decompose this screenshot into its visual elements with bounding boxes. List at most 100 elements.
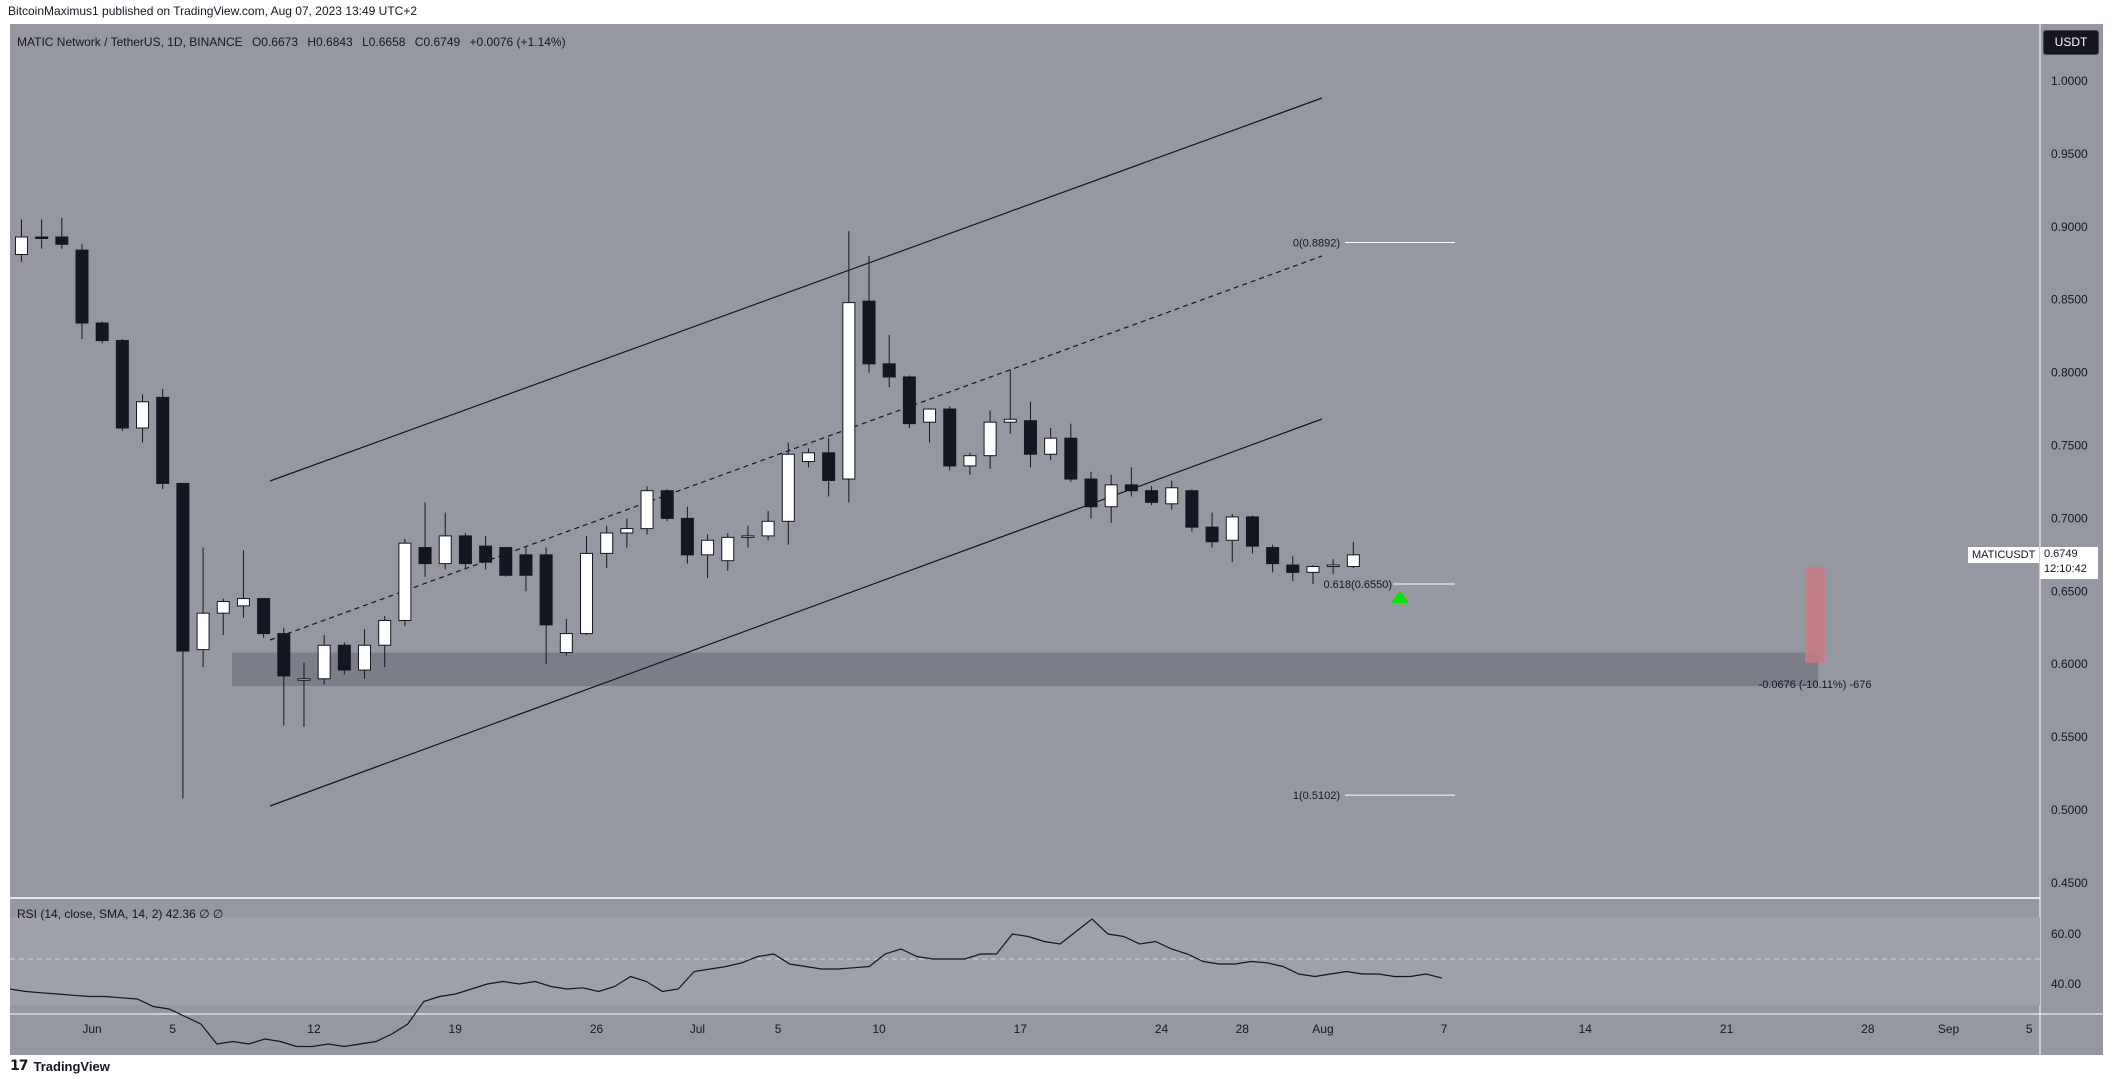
rsi-tick-label: 40.00 xyxy=(2051,977,2081,991)
publisher-bar: BitcoinMaximus1 published on TradingView… xyxy=(0,0,2114,22)
candle-body xyxy=(862,300,876,365)
time-tick-label: 17 xyxy=(1014,1022,1028,1036)
chart-frame xyxy=(10,24,2103,1055)
time-tick-label: Aug xyxy=(1312,1022,1333,1036)
rsi-label: RSI (14, close, SMA, 14, 2) xyxy=(17,907,163,921)
candle-body xyxy=(35,236,49,240)
time-tick-label: 5 xyxy=(2026,1022,2033,1036)
time-tick-label: Jul xyxy=(690,1022,705,1036)
channel-upper-line xyxy=(269,97,1323,482)
candle-body xyxy=(257,598,271,635)
chart-canvas[interactable]: 1.0000 0.9500 0.9000 0.8500 0.8000 0.7500 0.70… xyxy=(10,24,2103,1055)
candle xyxy=(1266,544,1280,573)
candle xyxy=(257,598,271,638)
annotations: 0(0.8892) 0.618(0.6550) 1(0.5102) -0.0676 (… xyxy=(1293,238,1872,803)
ticker-tag: MATICUSDT xyxy=(1968,547,2040,563)
candle-body xyxy=(1185,490,1199,528)
candle-body xyxy=(337,644,351,671)
candle xyxy=(741,525,755,548)
candle xyxy=(297,662,311,727)
candle xyxy=(1023,401,1037,468)
candle-body xyxy=(317,644,331,680)
candle xyxy=(1145,486,1159,506)
candle xyxy=(1104,474,1118,523)
candle-body xyxy=(801,452,815,463)
candle-body xyxy=(1225,516,1239,541)
candle xyxy=(559,619,573,656)
rsi-extra-2: ∅ xyxy=(212,907,224,921)
target-label: -0.0676 (-10.11%) -676 xyxy=(1759,679,1872,691)
price-tick-label: 0.4500 xyxy=(2051,876,2088,890)
candle xyxy=(176,482,190,799)
support-zone xyxy=(232,652,1818,687)
candle xyxy=(721,532,735,571)
footer-brand[interactable]: TradingView xyxy=(33,1058,110,1074)
candle-body xyxy=(115,340,129,429)
candle-body xyxy=(882,363,896,378)
currency-button[interactable]: USDT xyxy=(2043,30,2099,55)
candle-body xyxy=(1326,564,1340,568)
candle xyxy=(822,438,836,497)
candle xyxy=(479,535,493,570)
price-tick-label: 0.7000 xyxy=(2051,511,2088,525)
candle xyxy=(1245,515,1259,554)
symbol-name: MATIC Network / TetherUS, 1D, BINANCE xyxy=(17,35,243,49)
low-label: L xyxy=(362,35,369,49)
time-tick-label: Jun xyxy=(82,1022,101,1036)
time-tick-label: 21 xyxy=(1720,1022,1734,1036)
zones xyxy=(232,566,1825,687)
time-tick-label: 26 xyxy=(590,1022,604,1036)
candle-body xyxy=(963,455,977,467)
candle xyxy=(458,532,472,568)
candle xyxy=(156,388,170,490)
candles xyxy=(14,218,1360,799)
publisher-text: BitcoinMaximus1 published on TradingView… xyxy=(8,4,418,18)
candle-body xyxy=(458,535,472,565)
candle xyxy=(801,448,815,468)
candle xyxy=(136,394,150,443)
candle-body xyxy=(620,528,634,534)
candle-body xyxy=(660,490,674,519)
candle-body xyxy=(499,547,513,576)
price-tick-label: 0.7500 xyxy=(2051,439,2088,453)
candle xyxy=(55,218,69,249)
time-axis: Jun 5 12 19 26 Jul 5 10 17 24 28 Aug 7 14 21 28 Sep 5 xyxy=(82,1022,2033,1036)
candle xyxy=(882,334,896,388)
candle xyxy=(1124,467,1138,497)
time-tick-label: 24 xyxy=(1155,1022,1169,1036)
candle-body xyxy=(398,542,412,621)
candle xyxy=(1326,559,1340,574)
candle xyxy=(640,486,654,535)
candle-body xyxy=(1286,564,1300,573)
candle xyxy=(398,538,412,627)
price-tick-label: 0.5500 xyxy=(2051,730,2088,744)
candle-body xyxy=(358,644,372,671)
candle xyxy=(862,255,876,373)
candle xyxy=(1185,489,1199,532)
candle-body xyxy=(519,554,533,576)
rsi-series-line xyxy=(10,918,1443,1048)
candle-body xyxy=(95,322,109,342)
candle-body xyxy=(701,539,715,556)
time-tick-label: 14 xyxy=(1579,1022,1593,1036)
candle xyxy=(14,219,28,262)
candle xyxy=(277,627,291,726)
tradingview-logo-icon[interactable]: 17 xyxy=(10,1058,29,1074)
candle-body xyxy=(1205,526,1219,543)
candle-body xyxy=(1084,478,1098,508)
candle-body xyxy=(741,535,755,538)
candle xyxy=(378,616,392,668)
footer-bar: 17 TradingView xyxy=(0,1053,2114,1079)
time-tick-label: 5 xyxy=(775,1022,782,1036)
candle-body xyxy=(1023,420,1037,455)
time-tick-label: 19 xyxy=(449,1022,463,1036)
candle-body xyxy=(297,678,311,681)
candle xyxy=(499,547,513,577)
channel-lower-line xyxy=(269,418,1323,807)
candle-body xyxy=(196,612,210,651)
candle-body xyxy=(680,517,694,556)
candle xyxy=(1003,369,1017,434)
candle xyxy=(600,525,614,568)
candle-body xyxy=(822,452,836,481)
channel-middle-line xyxy=(269,255,1323,641)
